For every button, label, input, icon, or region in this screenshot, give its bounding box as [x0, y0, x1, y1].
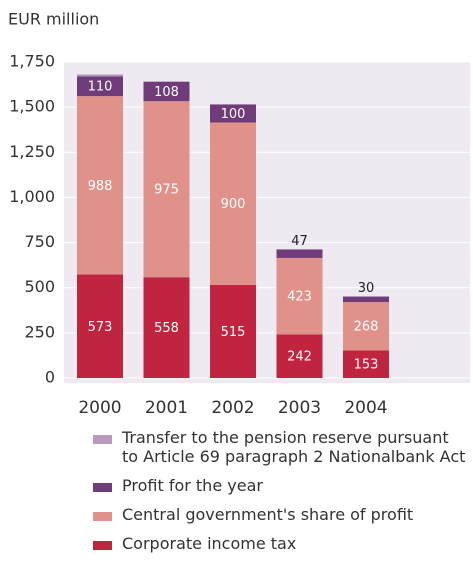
y-tick-label: 1,250 — [9, 142, 55, 161]
bar-segment — [77, 274, 123, 378]
bar-segment — [143, 277, 190, 378]
legend: Transfer to the pension reserve pursuant… — [93, 428, 468, 563]
x-tick-label: 2001 — [145, 398, 188, 418]
y-tick-label: 1,000 — [9, 187, 55, 206]
value-label: 558 — [154, 321, 179, 336]
value-label: 515 — [221, 325, 246, 340]
value-label: 268 — [354, 320, 379, 335]
value-label: 108 — [154, 85, 179, 100]
legend-item: Central government's share of profit — [93, 505, 468, 524]
chart: EUR million 0 250 500 750 1,000 1,250 1,500 1,7… — [8, 10, 470, 418]
value-label: 900 — [221, 197, 246, 212]
legend-swatch — [93, 483, 112, 492]
legend-item: Corporate income tax — [93, 534, 468, 553]
bar-segment — [210, 285, 256, 378]
x-tick-label: 2000 — [78, 398, 121, 418]
legend-swatch — [93, 512, 112, 521]
legend-swatch — [93, 541, 112, 550]
bar-segment — [343, 301, 389, 351]
legend-label: Profit for the year — [122, 476, 263, 495]
legend-label: Central government's share of profit — [122, 505, 414, 524]
bar-segment — [143, 101, 190, 278]
y-tick-label: 250 — [24, 322, 55, 341]
bar-segment — [210, 104, 256, 123]
bar-segment — [77, 76, 123, 97]
bar-segment — [210, 122, 256, 286]
bar-segment — [77, 96, 123, 275]
legend-item: Transfer to the pension reserve pursuant… — [93, 428, 468, 466]
value-label: 975 — [154, 183, 179, 198]
y-tick-label: 1,500 — [9, 97, 55, 116]
legend-label: Transfer to the pension reserve pursuant… — [122, 428, 466, 466]
bar-segment — [343, 350, 389, 378]
value-label: 242 — [287, 350, 312, 365]
y-tick-label: 0 — [45, 368, 55, 387]
legend-item: Profit for the year — [93, 476, 468, 495]
legend-label: Corporate income tax — [122, 534, 297, 553]
bar-segment — [276, 257, 323, 335]
x-tick-label: 2003 — [278, 398, 321, 418]
bar-segment — [77, 74, 123, 77]
value-label: 988 — [88, 179, 113, 194]
bar-segment — [343, 296, 389, 302]
value-label: 573 — [88, 320, 113, 335]
value-label: 47 — [291, 234, 308, 249]
value-label: 423 — [287, 290, 312, 305]
y-tick-label: 500 — [24, 277, 55, 296]
bar-segment — [276, 249, 323, 258]
value-label: 30 — [358, 281, 375, 296]
legend-swatch — [93, 435, 112, 444]
value-label: 100 — [221, 107, 246, 122]
y-tick-label: 1,750 — [9, 52, 55, 71]
y-tick-label: 750 — [24, 232, 55, 251]
value-label: 110 — [88, 80, 113, 95]
y-axis-label: EUR million — [8, 10, 99, 29]
bar-segment — [143, 81, 190, 102]
plot-background — [64, 62, 470, 383]
x-tick-label: 2002 — [211, 398, 254, 418]
x-tick-label: 2004 — [344, 398, 387, 418]
value-label: 153 — [354, 358, 379, 373]
bar-segment — [276, 334, 323, 378]
